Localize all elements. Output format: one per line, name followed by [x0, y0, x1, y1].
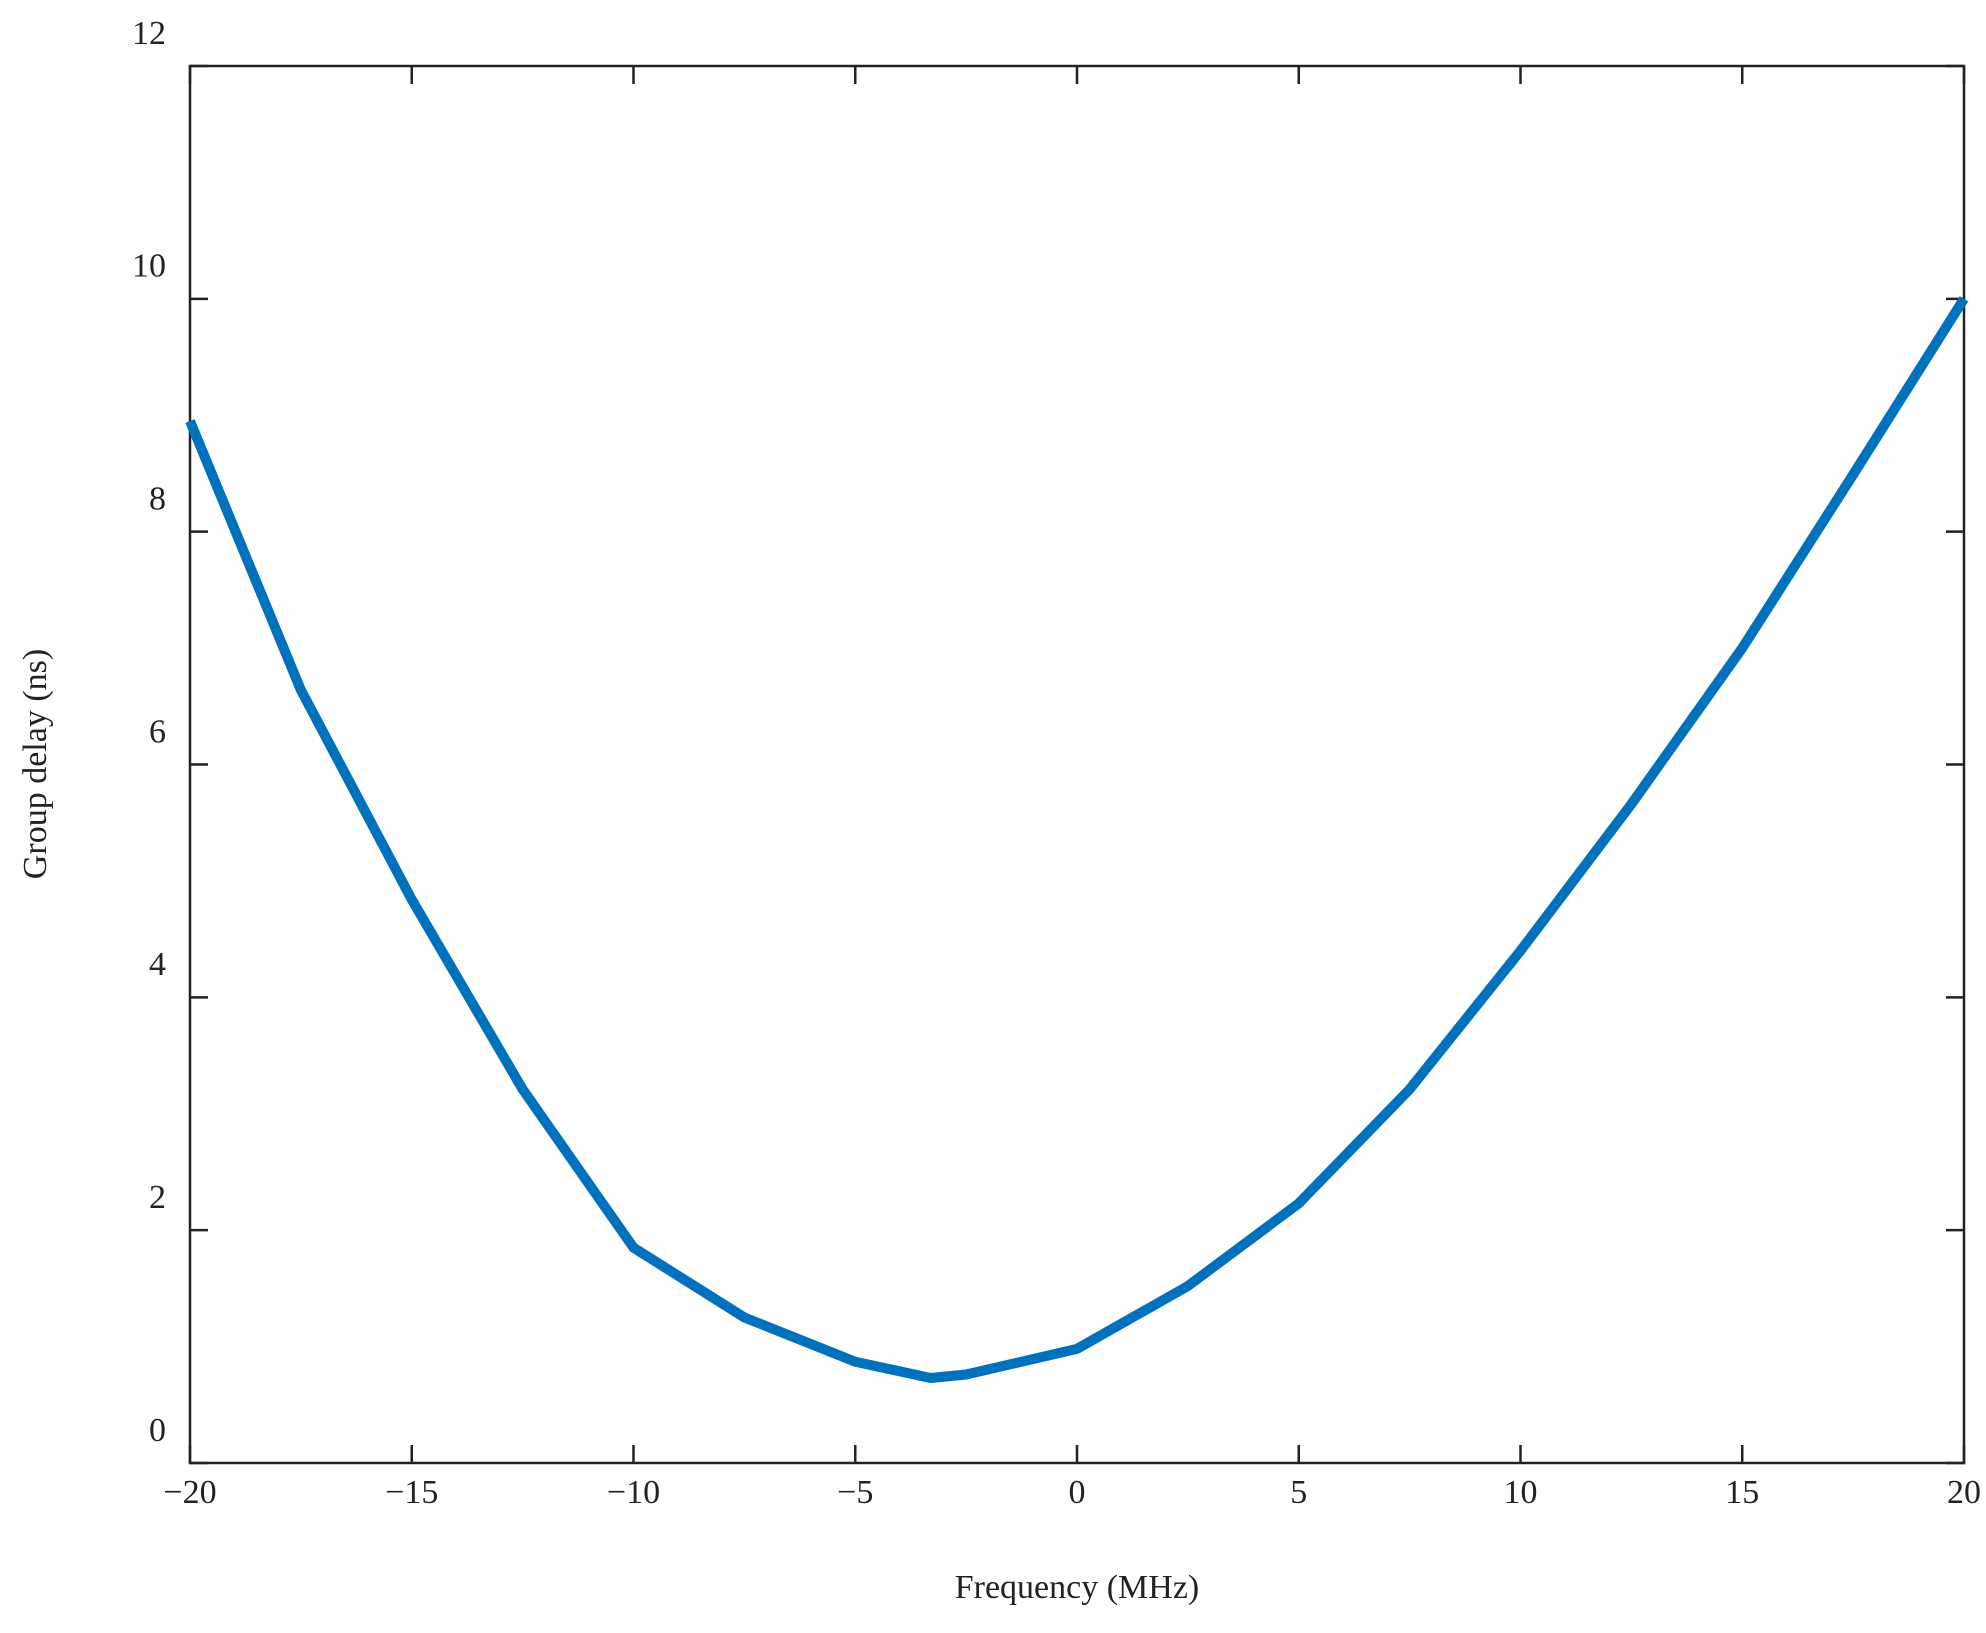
x-tick-label: −15 [385, 1474, 438, 1511]
x-tick-label: 10 [1504, 1474, 1538, 1511]
y-axis-label: Group delay (ns) [17, 649, 54, 879]
y-tick-label: 8 [149, 480, 166, 517]
y-tick-label: 10 [132, 248, 166, 285]
x-tick-label: −5 [837, 1474, 873, 1511]
x-axis-label: Frequency (MHz) [955, 1569, 1200, 1606]
x-tick-label: 0 [1069, 1474, 1086, 1511]
x-tick-label: 20 [1947, 1474, 1981, 1511]
x-tick-label: −10 [607, 1474, 660, 1511]
plot-frame [188, 64, 1966, 1465]
x-tick-label: 5 [1290, 1474, 1307, 1511]
x-tick-label: 15 [1725, 1474, 1759, 1511]
x-tick-label: −20 [163, 1474, 216, 1511]
y-tick-label: 2 [149, 1179, 166, 1216]
line-series [185, 296, 1969, 1384]
y-tick-label: 6 [149, 713, 166, 750]
y-tick-label: 4 [149, 946, 166, 983]
y-tick-label: 12 [132, 15, 166, 52]
y-tick-label: 0 [149, 1412, 166, 1449]
